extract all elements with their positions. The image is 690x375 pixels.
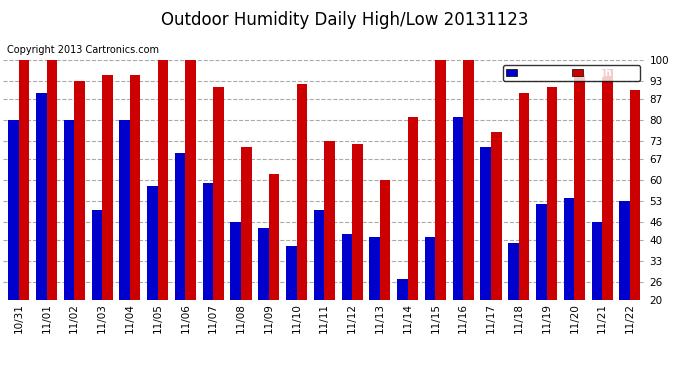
Bar (63, 120, 75, 300)
Bar (75, 81, 85, 300)
Bar (186, 60, 196, 300)
Bar (536, 204, 546, 300)
Bar (157, 60, 168, 300)
Text: Outdoor Humidity Daily High/Low 20131123: Outdoor Humidity Daily High/Low 20131123 (161, 11, 529, 29)
Bar (352, 144, 363, 300)
Bar (19, 60, 29, 300)
Bar (453, 117, 463, 300)
Bar (397, 279, 408, 300)
Bar (519, 93, 529, 300)
Bar (213, 87, 224, 300)
Bar (369, 237, 380, 300)
Bar (574, 75, 585, 300)
Bar (480, 147, 491, 300)
Bar (591, 222, 602, 300)
Legend: Low  (%), High  (%): Low (%), High (%) (503, 65, 640, 81)
Bar (297, 84, 307, 300)
Bar (546, 87, 557, 300)
Bar (8, 120, 19, 300)
Bar (491, 132, 502, 300)
Bar (130, 75, 140, 300)
Bar (241, 147, 252, 300)
Bar (175, 153, 186, 300)
Bar (119, 120, 130, 300)
Bar (324, 141, 335, 300)
Bar (36, 93, 46, 300)
Bar (258, 228, 268, 300)
Bar (380, 180, 391, 300)
Bar (408, 117, 418, 300)
Bar (509, 243, 519, 300)
Bar (564, 198, 574, 300)
Bar (435, 60, 446, 300)
Bar (230, 222, 241, 300)
Bar (602, 69, 613, 300)
Bar (147, 186, 157, 300)
Bar (46, 60, 57, 300)
Bar (463, 60, 474, 300)
Bar (102, 75, 112, 300)
Bar (286, 246, 297, 300)
Bar (620, 201, 630, 300)
Bar (342, 234, 352, 300)
Text: Copyright 2013 Cartronics.com: Copyright 2013 Cartronics.com (7, 45, 159, 55)
Bar (203, 183, 213, 300)
Bar (92, 210, 102, 300)
Bar (425, 237, 435, 300)
Bar (630, 90, 640, 300)
Bar (314, 210, 324, 300)
Bar (268, 174, 279, 300)
